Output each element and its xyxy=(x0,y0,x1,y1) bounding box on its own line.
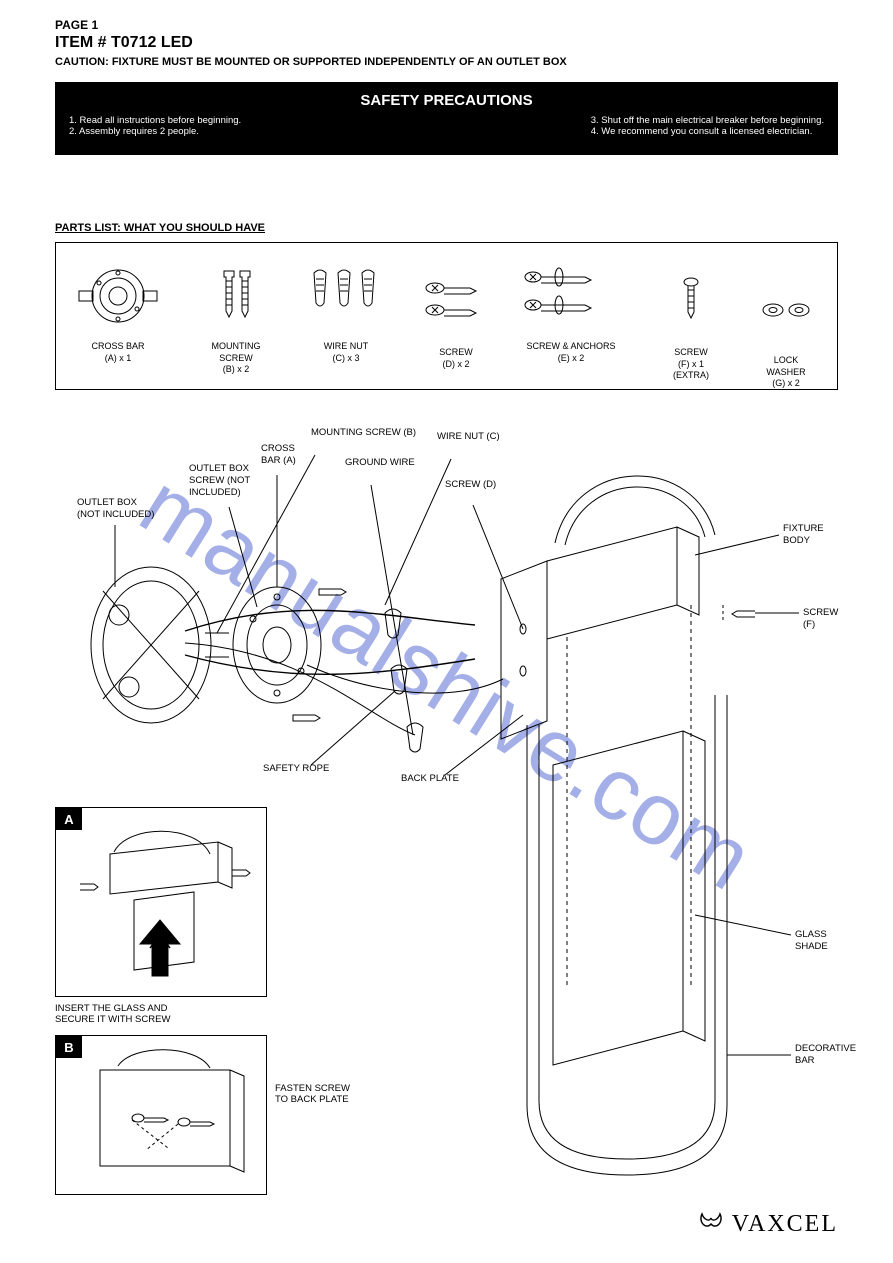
main-diagram: OUTLET BOX (NOT INCLUDED) OUTLET BOX SCR… xyxy=(55,415,838,1195)
item-title: ITEM # T0712 LED xyxy=(55,34,838,52)
step-b-svg xyxy=(56,1036,268,1196)
part-lock-washer: LOCK WASHER (G) x 2 xyxy=(746,271,826,390)
parts-box: CROSS BAR (A) x 1 MOUNTING SCREW (B) x 2… xyxy=(55,242,838,390)
lock-washer-icon xyxy=(746,271,826,349)
screw-f-icon xyxy=(651,263,731,341)
step-a-caption: INSERT THE GLASS AND SECURE IT WITH SCRE… xyxy=(55,1003,170,1025)
step-b-caption: FASTEN SCREW TO BACK PLATE xyxy=(275,1083,350,1105)
callout-glass-shade: GLASS SHADE xyxy=(795,929,838,953)
safety-banner: SAFETY PRECAUTIONS 1. Read all instructi… xyxy=(55,82,838,155)
vaxcel-logo: VAXCEL xyxy=(696,1208,838,1241)
banner-left-text: 1. Read all instructions before beginnin… xyxy=(69,115,241,137)
part-label: SCREW (F) x 1 (EXTRA) xyxy=(651,347,731,382)
callout-outlet-screw: OUTLET BOX SCREW (NOT INCLUDED) xyxy=(189,463,250,499)
part-mounting-screw: MOUNTING SCREW (B) x 2 xyxy=(196,257,276,376)
step-a-tag: A xyxy=(56,808,82,830)
step-a-svg xyxy=(56,808,268,998)
part-wire-nut: WIRE NUT (C) x 3 xyxy=(301,257,391,364)
callout-cross-bar: CROSS BAR (A) xyxy=(261,443,296,467)
part-screw-f: SCREW (F) x 1 (EXTRA) xyxy=(651,263,731,382)
step-b-tag: B xyxy=(56,1036,82,1058)
screw-anchors-icon xyxy=(516,257,626,335)
banner-body: 1. Read all instructions before beginnin… xyxy=(69,115,824,137)
mounting-screw-icon xyxy=(196,257,276,335)
callout-screw-f: SCREW (F) xyxy=(803,607,838,631)
step-a-box: A xyxy=(55,807,267,997)
wire-nut-icon xyxy=(301,257,391,335)
banner-right-text: 3. Shut off the main electrical breaker … xyxy=(591,115,824,137)
part-label: LOCK WASHER (G) x 2 xyxy=(746,355,826,390)
callout-decorative-bar: DECORATIVE BAR xyxy=(795,1043,856,1067)
part-label: WIRE NUT (C) x 3 xyxy=(301,341,391,364)
header-block: PAGE 1 ITEM # T0712 LED CAUTION: FIXTURE… xyxy=(55,18,838,155)
part-screw-anchors: SCREW & ANCHORS (E) x 2 xyxy=(516,257,626,364)
parts-list-title: PARTS LIST: WHAT YOU SHOULD HAVE xyxy=(55,222,265,234)
logo-text: VAXCEL xyxy=(732,1211,838,1238)
screw-d-icon xyxy=(416,263,496,341)
callout-ground-wire: GROUND WIRE xyxy=(345,457,415,469)
part-crossbar: CROSS BAR (A) x 1 xyxy=(70,257,166,364)
callout-screw-d: SCREW (D) xyxy=(445,479,496,491)
crossbar-icon xyxy=(70,257,166,335)
banner-title: SAFETY PRECAUTIONS xyxy=(69,92,824,109)
callout-back-plate: BACK PLATE xyxy=(401,773,459,785)
callout-safety-rope: SAFETY ROPE xyxy=(263,763,329,775)
part-label: SCREW & ANCHORS (E) x 2 xyxy=(516,341,626,364)
callout-fixture-body: FIXTURE BODY xyxy=(783,523,838,547)
part-label: MOUNTING SCREW (B) x 2 xyxy=(196,341,276,376)
page: manualshive.com PAGE 1 ITEM # T0712 LED … xyxy=(0,0,893,1263)
caution-text: CAUTION: FIXTURE MUST BE MOUNTED OR SUPP… xyxy=(55,56,838,68)
page-number: PAGE 1 xyxy=(55,18,838,32)
part-label: CROSS BAR (A) x 1 xyxy=(70,341,166,364)
step-b-box: B xyxy=(55,1035,267,1195)
callout-mounting-screw: MOUNTING SCREW (B) xyxy=(311,427,416,439)
callout-wire-nut: WIRE NUT (C) xyxy=(437,431,500,443)
part-label: SCREW (D) x 2 xyxy=(416,347,496,370)
logo-mark-icon xyxy=(696,1208,726,1241)
part-screw-d: SCREW (D) x 2 xyxy=(416,263,496,370)
callout-outlet-box: OUTLET BOX (NOT INCLUDED) xyxy=(77,497,154,521)
